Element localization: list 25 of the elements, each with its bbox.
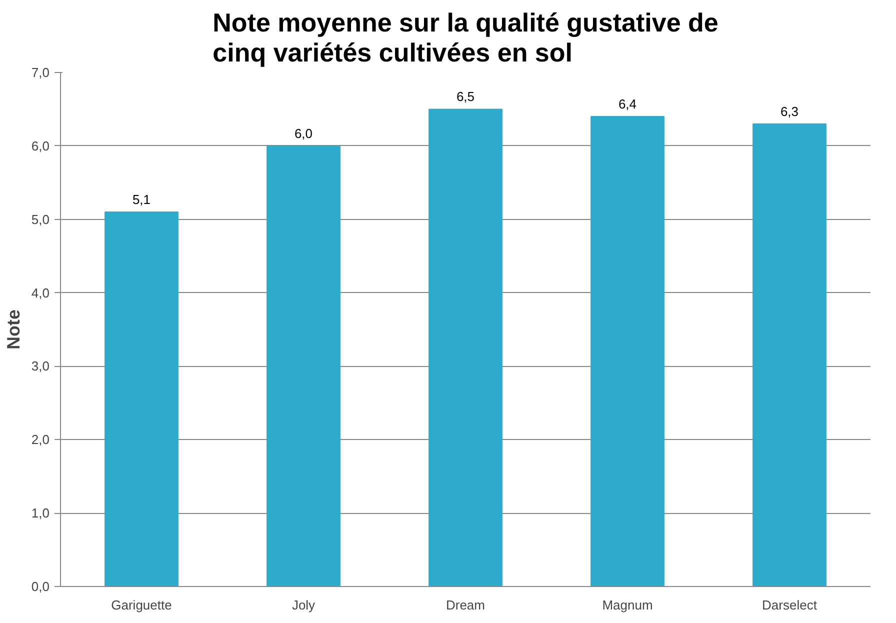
- data-label: 6,3: [780, 104, 799, 119]
- y-tick-label: 2,0: [31, 432, 50, 448]
- data-label: 5,1: [132, 192, 151, 208]
- y-tick-label: 6,0: [31, 138, 50, 154]
- bar: [428, 108, 502, 586]
- chart-title: Note moyenne sur la qualité gustative de cinq variétés cultivées en sol: [212, 8, 718, 68]
- bar: [104, 212, 178, 586]
- data-label: 6,4: [618, 96, 637, 112]
- x-tick-label: Magnum: [602, 598, 653, 612]
- data-label: 6,0: [294, 126, 313, 141]
- y-tick-label: 4,0: [31, 285, 50, 300]
- x-tick-label: Gariguette: [111, 598, 172, 612]
- y-axis-title: Note: [3, 310, 24, 350]
- bar: [752, 123, 826, 586]
- x-tick-label: Darselect: [762, 598, 818, 612]
- data-label: 6,5: [456, 89, 475, 104]
- bar: [590, 116, 664, 586]
- x-tick-label: Joly: [292, 598, 316, 612]
- y-tick-label: 5,0: [31, 212, 50, 227]
- y-tick-label: 0,0: [31, 579, 50, 594]
- y-tick-label: 3,0: [31, 358, 50, 374]
- x-tick-label: Dream: [446, 598, 486, 612]
- y-tick-label: 1,0: [31, 506, 50, 521]
- bar: [266, 145, 340, 586]
- y-tick-label: 7,0: [31, 65, 50, 80]
